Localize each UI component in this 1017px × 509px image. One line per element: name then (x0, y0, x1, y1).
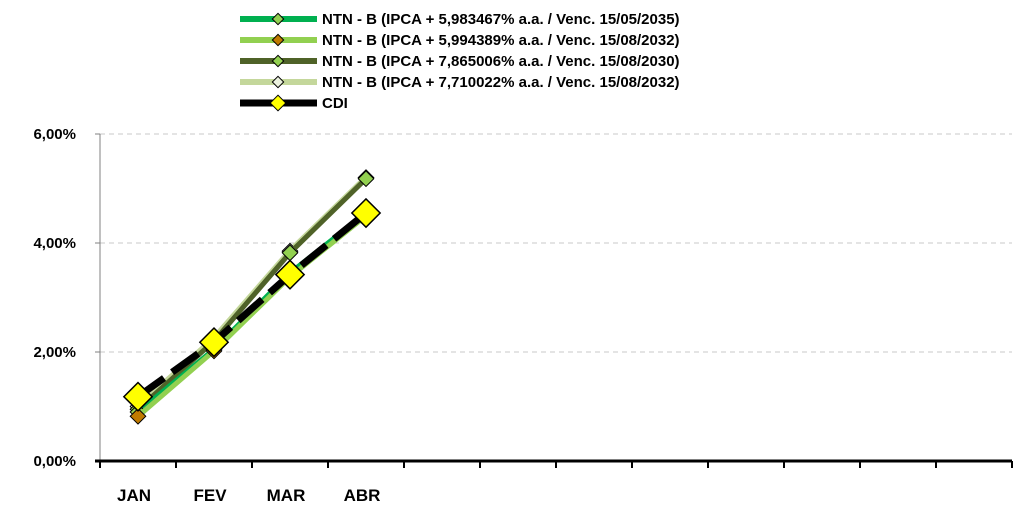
legend-label: NTN - B (IPCA + 5,994389% a.a. / Venc. 1… (322, 32, 680, 49)
legend-item: NTN - B (IPCA + 5,983467% a.a. / Venc. 1… (240, 11, 680, 28)
data-point (129, 407, 147, 425)
data-point (122, 381, 154, 412)
legend-label: NTN - B (IPCA + 7,710022% a.a. / Venc. 1… (322, 74, 680, 91)
gridlines (100, 133, 1012, 353)
data-point (350, 197, 382, 229)
y-tick-label: 2,00% (33, 344, 76, 361)
legend-swatch-marker (269, 94, 287, 112)
series-line (135, 176, 369, 412)
legend-item: NTN - B (IPCA + 7,865006% a.a. / Venc. 1… (240, 53, 680, 70)
series-line (135, 210, 369, 400)
x-tick-label: FEV (193, 486, 227, 504)
legend-item: NTN - B (IPCA + 7,710022% a.a. / Venc. 1… (240, 74, 680, 91)
y-tick-label: 0,00% (33, 453, 76, 470)
legend-label: NTN - B (IPCA + 7,865006% a.a. / Venc. 1… (322, 53, 680, 70)
legend-label: NTN - B (IPCA + 5,983467% a.a. / Venc. 1… (322, 11, 680, 28)
axes: 0,00% 2,00% 4,00% 6,00% JAN FEV MAR ABR (33, 126, 1013, 505)
y-tick-label: 4,00% (33, 235, 76, 252)
x-tick-label: ABR (344, 486, 381, 504)
data-point (357, 170, 375, 188)
legend: NTN - B (IPCA + 5,983467% a.a. / Venc. 1… (240, 11, 680, 112)
legend-swatch-marker (271, 33, 285, 47)
legend-label: CDI (322, 95, 348, 112)
x-tick-label: JAN (117, 486, 151, 504)
data-point (198, 326, 230, 358)
legend-swatch-marker (271, 12, 285, 26)
series-4 (122, 197, 382, 412)
series-line (135, 213, 369, 419)
legend-item: CDI (240, 94, 348, 112)
legend-swatch-marker (271, 54, 285, 68)
x-tick-label: MAR (267, 486, 306, 504)
legend-item: NTN - B (IPCA + 5,994389% a.a. / Venc. 1… (240, 32, 680, 49)
legend-swatch-marker (271, 75, 285, 89)
series-lines (122, 169, 382, 425)
data-point (281, 244, 299, 262)
data-point (274, 259, 306, 290)
y-tick-label: 6,00% (33, 126, 76, 143)
